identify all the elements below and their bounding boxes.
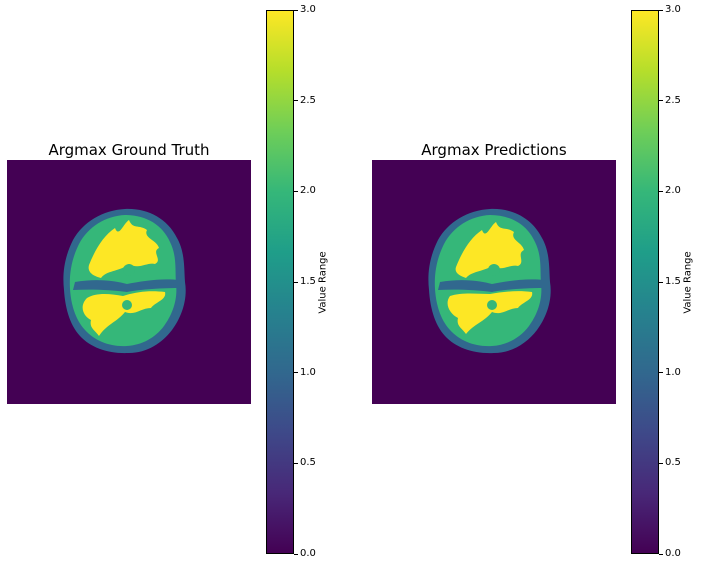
segment-class-3-upper	[88, 220, 159, 278]
colorbar-tick-label: 1.0	[300, 366, 316, 378]
left-panel-title: Argmax Ground Truth	[48, 141, 210, 159]
colorbar-tick-label: 1.5	[300, 276, 316, 287]
segment-class-3-upper	[455, 222, 524, 278]
colorbar-tick-mark	[659, 372, 663, 374]
colorbar-tick-mark	[294, 190, 298, 192]
colorbar-tick-label: 1.5	[665, 276, 681, 287]
segment-class-2-pocket	[488, 264, 500, 276]
colorbar-tick-label: 0.5	[300, 457, 316, 469]
right-colorbar	[631, 10, 659, 554]
colorbar-tick-label: 2.0	[300, 185, 316, 197]
colorbar-tick-mark	[659, 462, 663, 464]
left-colorbar-label: Value Range	[317, 251, 329, 314]
colorbar-tick-mark	[294, 372, 298, 374]
colorbar-tick-label: 3.0	[665, 4, 681, 15]
colorbar-tick-mark	[659, 100, 663, 102]
colorbar-tick-mark	[659, 9, 663, 11]
colorbar-tick-label: 1.0	[665, 366, 681, 378]
segment-class-3-lower	[447, 291, 533, 334]
colorbar-tick-mark	[294, 100, 298, 102]
left-segmentation-map	[7, 160, 251, 404]
segment-class-2-pocket	[487, 300, 497, 310]
colorbar-tick-mark	[294, 9, 298, 11]
colorbar-tick-mark	[294, 281, 298, 283]
right-panel-title: Argmax Predictions	[421, 141, 567, 159]
colorbar-tick-label: 0.5	[665, 457, 681, 469]
colorbar-tick-mark	[294, 462, 298, 464]
colorbar-tick-label: 2.0	[665, 185, 681, 197]
colorbar-tick-mark	[294, 553, 298, 555]
segment-class-1-midline	[438, 279, 544, 292]
segment-class-2-pocket	[123, 264, 135, 276]
colorbar-tick-mark	[659, 553, 663, 555]
segment-class-1-midline	[73, 279, 179, 292]
right-segmentation-map	[372, 160, 616, 404]
colorbar-tick-label: 3.0	[300, 4, 316, 15]
colorbar-tick-mark	[659, 190, 663, 192]
colorbar-tick-label: 2.5	[300, 94, 316, 106]
colorbar-tick-label: 0.0	[665, 548, 681, 559]
left-colorbar	[266, 10, 294, 554]
colorbar-tick-label: 2.5	[665, 94, 681, 106]
segment-class-3-lower	[82, 291, 166, 336]
colorbar-tick-label: 0.0	[300, 548, 316, 559]
right-colorbar-label: Value Range	[682, 251, 694, 314]
colorbar-tick-mark	[659, 281, 663, 283]
segment-class-2-pocket	[122, 300, 132, 310]
